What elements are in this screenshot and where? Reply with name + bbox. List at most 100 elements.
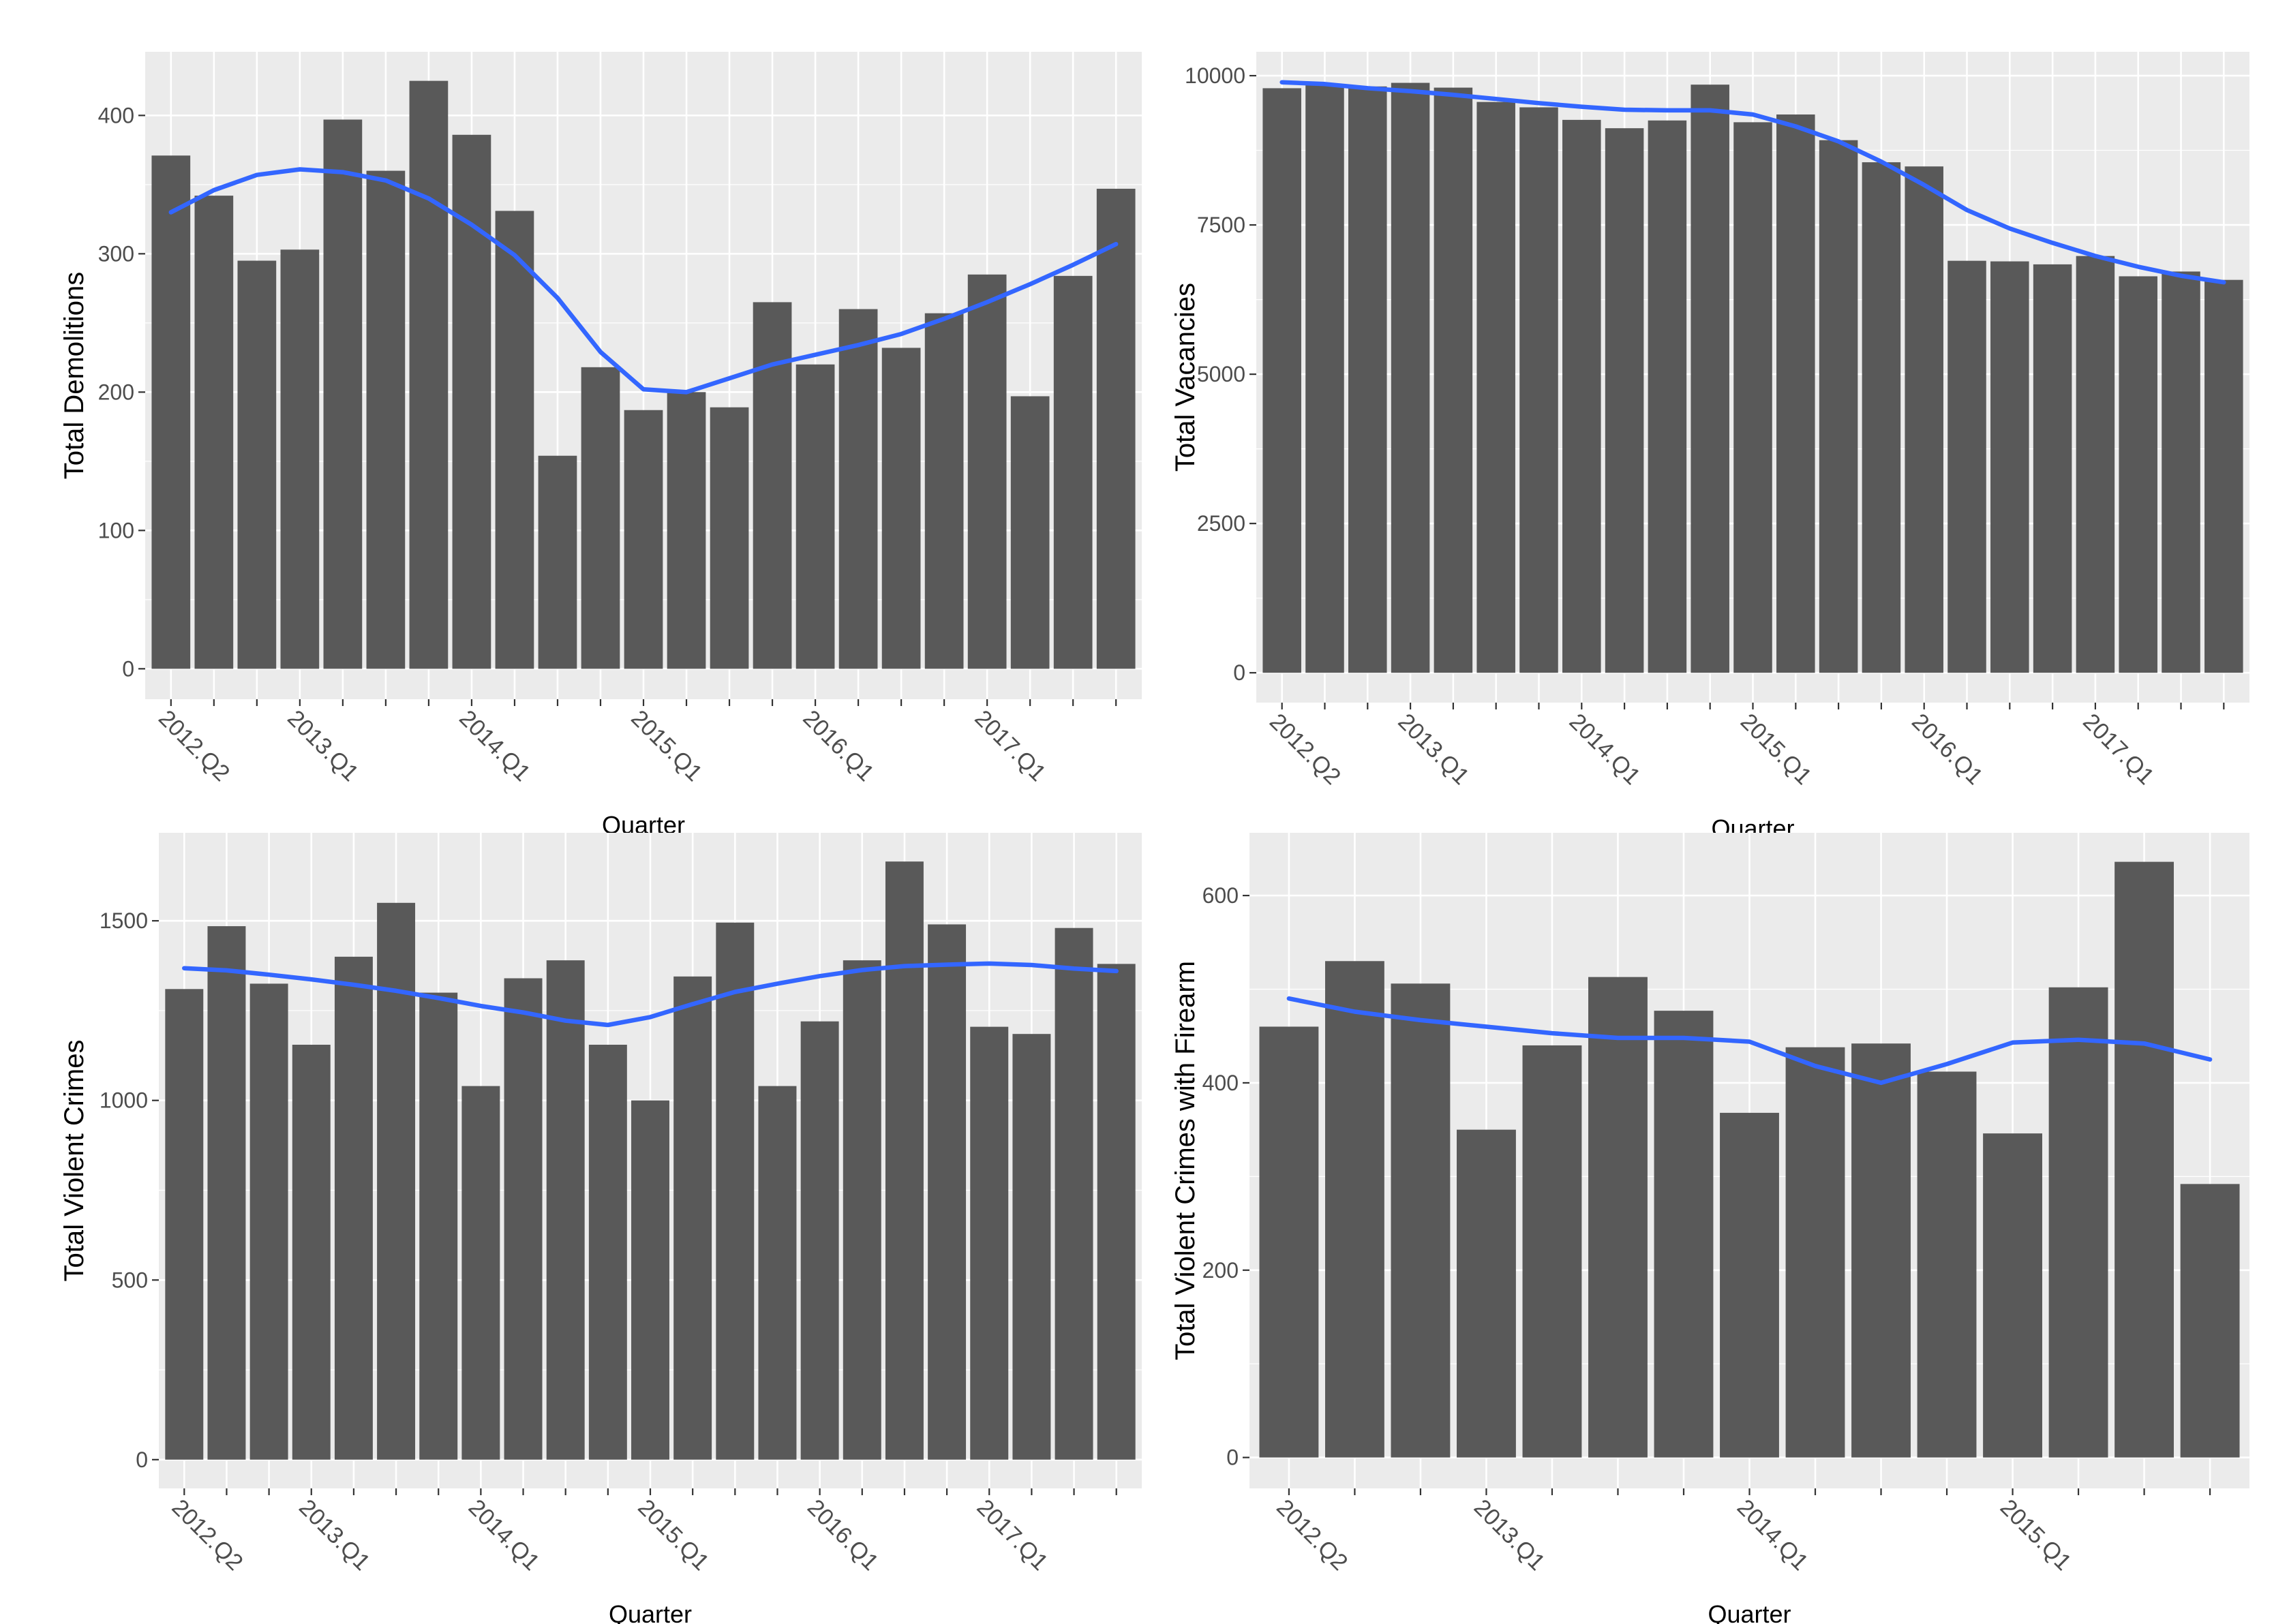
y-tick-label: 100 — [98, 518, 134, 542]
x-tick-label: 2017.Q1 — [2078, 709, 2159, 790]
panel-firearm-crimes: 0 200 400 600 2012.Q2 2013.Q1 2014.Q1 2015.Q1 Qu… — [1170, 833, 2249, 1624]
bar — [1391, 983, 1451, 1458]
x-tick-label: 2014.Q1 — [454, 705, 535, 786]
bar — [1776, 114, 1815, 673]
x-tick-label: 2014.Q1 — [1732, 1495, 1813, 1576]
bar — [928, 924, 967, 1460]
bar — [581, 367, 620, 669]
bar — [673, 976, 712, 1460]
x-tick-label: 2015.Q1 — [1995, 1495, 2076, 1576]
bar — [1947, 260, 1986, 673]
bar — [366, 170, 406, 669]
bar — [758, 1086, 797, 1460]
bar — [1648, 120, 1687, 673]
bar — [1305, 85, 1344, 673]
y-tick-label: 0 — [136, 1447, 148, 1472]
x-tick-label: 2017.Q1 — [972, 1495, 1053, 1576]
x-tick-label: 2013.Q1 — [1393, 709, 1474, 790]
smooth-trend-line — [1286, 996, 2213, 1086]
bar — [2162, 271, 2200, 673]
bar — [546, 960, 585, 1460]
x-tick-label: 2014.Q1 — [1564, 709, 1646, 790]
bar — [1519, 107, 1558, 673]
y-tick-label: 5000 — [1197, 362, 1245, 386]
bar — [1905, 166, 1943, 673]
y-tick-label: 200 — [98, 380, 134, 404]
bar — [2114, 861, 2174, 1458]
bar — [1097, 964, 1136, 1460]
bar — [843, 960, 881, 1460]
bar — [1259, 1026, 1319, 1458]
x-tick-label: 2012.Q2 — [153, 705, 234, 786]
bar — [323, 119, 363, 669]
bar — [1654, 1011, 1714, 1458]
x-tick-label: 2015.Q1 — [633, 1495, 714, 1576]
y-tick-label: 500 — [112, 1268, 148, 1292]
x-tick-label: 2012.Q2 — [167, 1495, 248, 1576]
y-tick-label: 1500 — [100, 908, 148, 933]
bar — [2204, 279, 2243, 673]
bar — [1733, 122, 1772, 673]
bar — [716, 922, 755, 1460]
bar — [461, 1086, 500, 1460]
x-tick-label: 2013.Q1 — [282, 705, 363, 786]
bar — [151, 155, 191, 669]
bar — [800, 1021, 839, 1460]
bar — [881, 348, 921, 669]
bar — [1348, 86, 1387, 673]
bar — [924, 313, 964, 669]
x-tick-label: 2012.Q2 — [1264, 709, 1346, 790]
y-tick-label: 0 — [122, 656, 134, 681]
bar — [838, 309, 878, 669]
bar — [237, 260, 277, 669]
bar — [624, 410, 663, 669]
x-axis-title: Quarter — [1708, 1600, 1791, 1624]
bar — [1096, 188, 1136, 669]
bar — [1391, 82, 1430, 673]
bar — [2180, 1184, 2240, 1458]
x-tick-label: 2016.Q1 — [802, 1495, 883, 1576]
x-tick-label: 2014.Q1 — [464, 1495, 545, 1576]
panel-demolitions: 0 100 200 300 400 2012.Q2 2013.Q1 2014.Q1 2015.Q… — [59, 52, 1142, 839]
smooth-trend-line — [168, 167, 1119, 395]
bar — [1819, 140, 1858, 673]
bar — [419, 992, 458, 1460]
bar — [1522, 1045, 1582, 1458]
bar — [504, 978, 543, 1460]
bar — [2119, 276, 2157, 673]
bar — [795, 364, 835, 669]
bar — [1983, 1133, 2042, 1458]
y-tick-label: 0 — [1226, 1445, 1239, 1470]
bar — [970, 1026, 1009, 1460]
y-tick-label: 10000 — [1185, 63, 1245, 88]
bar — [1012, 1034, 1051, 1460]
y-axis-title: Total Violent Crimes with Firearm — [1170, 961, 1200, 1360]
bar — [538, 455, 577, 669]
x-tick-label: 2016.Q1 — [798, 705, 879, 786]
bar — [885, 861, 924, 1460]
y-axis-title: Total Demolitions — [59, 272, 89, 480]
bar — [280, 249, 320, 669]
y-tick-label: 400 — [98, 103, 134, 127]
bar — [1053, 275, 1093, 669]
bar — [2048, 987, 2108, 1458]
bar — [207, 926, 246, 1460]
panel-vacancies: 0 2500 5000 7500 10000 2012.Q2 2013.Q1 2014.Q1 2… — [1170, 52, 2249, 842]
x-tick-label: 2012.Q2 — [1271, 1495, 1352, 1576]
bar — [495, 211, 534, 669]
x-tick-label: 2013.Q1 — [294, 1495, 375, 1576]
bar — [1324, 961, 1384, 1458]
bar — [631, 1100, 669, 1460]
bar — [409, 80, 449, 669]
bar — [1434, 87, 1473, 673]
bar — [1851, 1043, 1911, 1458]
bar — [2033, 264, 2072, 673]
y-tick-label: 600 — [1202, 883, 1239, 908]
x-tick-label: 2015.Q1 — [626, 705, 707, 786]
y-tick-label: 7500 — [1197, 213, 1245, 237]
bar — [1476, 102, 1515, 673]
bar — [1990, 261, 2029, 673]
y-tick-label: 300 — [98, 241, 134, 266]
x-tick-label: 2013.Q1 — [1469, 1495, 1550, 1576]
